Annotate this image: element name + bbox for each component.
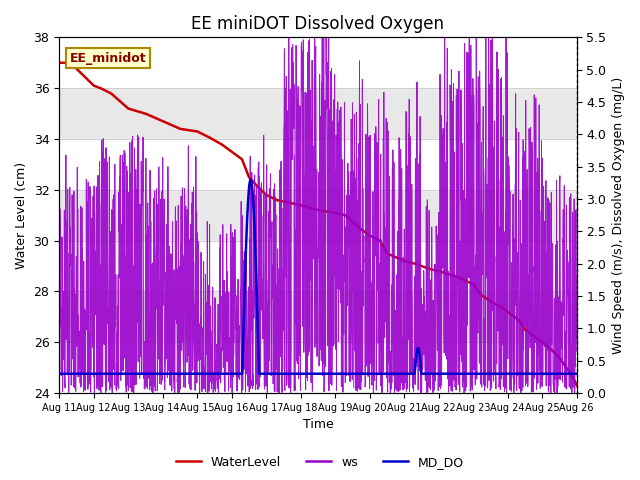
- Title: EE miniDOT Dissolved Oxygen: EE miniDOT Dissolved Oxygen: [191, 15, 444, 33]
- Bar: [59, 342, 577, 393]
- Y-axis label: Water Level (cm): Water Level (cm): [15, 162, 28, 269]
- Bar: [59, 37, 577, 88]
- X-axis label: Time: Time: [303, 419, 333, 432]
- Legend: WaterLevel, ws, MD_DO: WaterLevel, ws, MD_DO: [171, 451, 469, 474]
- Text: EE_minidot: EE_minidot: [70, 51, 146, 65]
- Bar: [59, 240, 577, 291]
- Y-axis label: Wind Speed (m/s), Dissolved Oxygen (mg/L): Wind Speed (m/s), Dissolved Oxygen (mg/L…: [612, 77, 625, 354]
- Bar: [59, 139, 577, 190]
